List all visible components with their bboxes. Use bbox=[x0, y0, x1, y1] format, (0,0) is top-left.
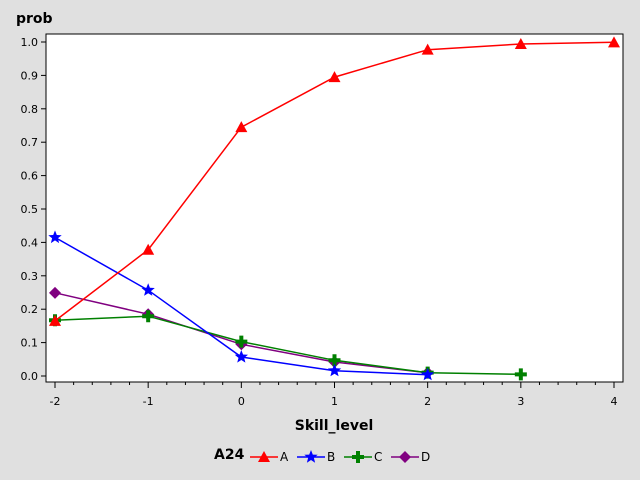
legend-entry-d: D bbox=[391, 450, 430, 464]
y-tick-label-6: 0.6 bbox=[21, 170, 39, 183]
data-point-a-6 bbox=[608, 36, 620, 48]
series-line-c bbox=[54, 315, 521, 376]
y-tick-label-3: 0.3 bbox=[21, 270, 39, 283]
series-layer bbox=[48, 36, 620, 381]
y-tick-label-7: 0.7 bbox=[21, 136, 39, 149]
data-point-a-0 bbox=[49, 314, 61, 326]
legend: A24 A B C D bbox=[214, 447, 430, 464]
data-point-c-1 bbox=[142, 310, 155, 323]
legend-entries: A B C D bbox=[250, 450, 430, 464]
x-tick-label-6: 4 bbox=[611, 395, 618, 408]
x-tick-label-2: 0 bbox=[238, 395, 245, 408]
x-tick-label-3: 1 bbox=[331, 395, 338, 408]
data-point-a-3 bbox=[328, 71, 341, 83]
legend-entry-b: B bbox=[297, 450, 335, 464]
legend-marker-a bbox=[258, 451, 270, 462]
legend-title: A24 bbox=[214, 447, 245, 463]
data-point-c-3 bbox=[328, 354, 341, 367]
legend-label-c: C bbox=[374, 450, 382, 464]
x-axis: -2 -1 0 1 2 3 4 bbox=[50, 382, 618, 408]
y-tick-label-4: 0.4 bbox=[21, 236, 39, 249]
y-tick-label-1: 0.1 bbox=[21, 337, 39, 350]
data-point-d-0 bbox=[49, 286, 61, 299]
legend-marker-b bbox=[304, 450, 318, 463]
y-tick-label-5: 0.5 bbox=[21, 203, 39, 216]
data-point-a-2 bbox=[235, 121, 248, 133]
y-tick-label-9: 0.9 bbox=[21, 69, 39, 82]
y-axis: 0.0 0.1 0.2 0.3 0.4 0.5 0.6 0.7 0.8 0.9 1.0 bbox=[21, 36, 46, 383]
data-point-c-2 bbox=[235, 335, 248, 348]
series-a bbox=[49, 36, 620, 326]
data-point-b-4 bbox=[421, 367, 435, 381]
legend-label-d: D bbox=[421, 450, 430, 464]
data-point-b-2 bbox=[234, 350, 248, 363]
data-point-c-5 bbox=[514, 368, 527, 381]
y-tick-label-2: 0.2 bbox=[21, 303, 39, 316]
x-tick-label-5: 3 bbox=[517, 395, 524, 408]
x-tick-label-4: 2 bbox=[424, 395, 431, 408]
y-tick-label-0: 0.0 bbox=[21, 370, 39, 383]
legend-label-a: A bbox=[280, 450, 289, 464]
legend-label-b: B bbox=[327, 450, 335, 464]
legend-marker-c bbox=[352, 451, 364, 463]
data-point-b-1 bbox=[141, 283, 155, 296]
legend-entry-c: C bbox=[344, 450, 382, 464]
y-tick-label-8: 0.8 bbox=[21, 103, 39, 116]
data-point-a-5 bbox=[514, 38, 527, 50]
data-point-a-1 bbox=[142, 243, 155, 255]
data-point-a-4 bbox=[421, 43, 434, 55]
x-tick-label-1: -1 bbox=[143, 395, 154, 408]
data-point-b-3 bbox=[327, 363, 342, 377]
y-axis-title: prob bbox=[16, 11, 53, 27]
legend-entry-a: A bbox=[250, 450, 289, 464]
y-tick-label-10: 1.0 bbox=[21, 36, 39, 49]
x-axis-title: Skill_level bbox=[295, 418, 374, 434]
x-tick-label-0: -2 bbox=[50, 395, 61, 408]
data-point-b-0 bbox=[48, 230, 62, 244]
plot-area bbox=[45, 33, 624, 383]
legend-marker-d bbox=[399, 451, 411, 463]
